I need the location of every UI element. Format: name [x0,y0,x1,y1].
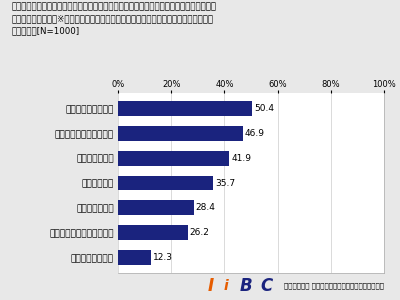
Text: B: B [240,277,253,295]
Bar [118,101,252,116]
Text: 12.3: 12.3 [153,253,173,262]
Text: 一般財団法人 国際ビジネスコミュニケーション協会: 一般財団法人 国際ビジネスコミュニケーション協会 [284,283,384,289]
Text: 26.2: 26.2 [190,228,210,237]
Bar [118,225,188,240]
Text: 46.9: 46.9 [245,129,265,138]
Text: I: I [208,277,214,295]
Text: i: i [224,279,229,293]
Bar [118,250,151,265]
Text: 50.4: 50.4 [254,104,274,113]
Bar [118,200,194,215]
Bar [118,151,230,166]
Text: 41.9: 41.9 [232,154,252,163]
Text: 28.4: 28.4 [196,203,216,212]
Text: あなたが、「外国人へのおもてなし」として用意した方がいいと思うものをお答えくださ
い。（複数回答可）※特にない、という方も下記の項目の中から強いて言えばでお答え: あなたが、「外国人へのおもてなし」として用意した方がいいと思うものをお答えくださ… [12,2,217,35]
Bar [118,126,243,141]
Bar [118,176,213,190]
Text: 35.7: 35.7 [215,178,235,188]
Text: C: C [260,277,272,295]
